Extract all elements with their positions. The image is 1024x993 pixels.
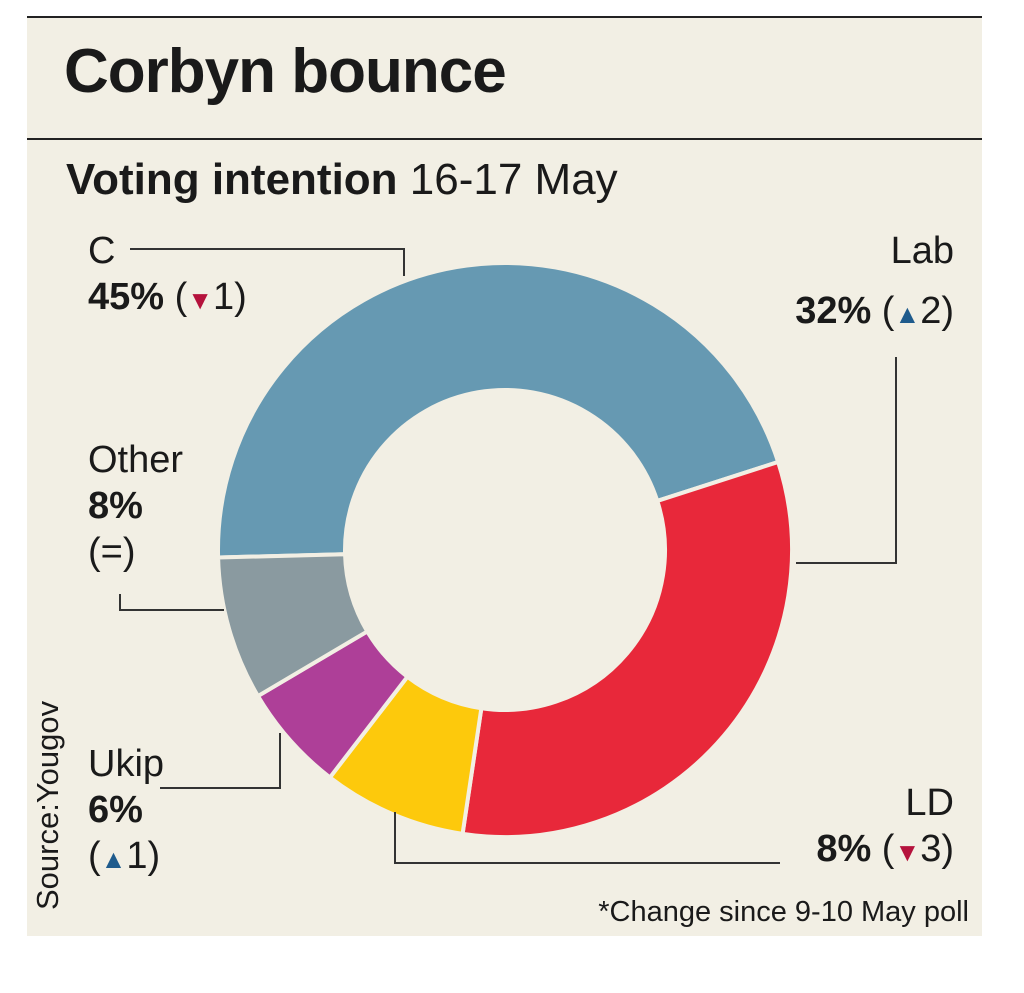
subtitle-dates: 16-17 May <box>409 155 618 204</box>
label-c: C 45% (▼1) <box>88 230 247 318</box>
subtitle-bold: Voting intention <box>66 155 398 204</box>
label-ld-change: 3 <box>920 828 942 870</box>
chart-title: Corbyn bounce <box>64 37 507 106</box>
label-ld-name: LD <box>905 782 954 824</box>
slice-other <box>216 552 371 699</box>
label-ld-pct: 8% <box>816 828 872 870</box>
label-lab-pct: 32% <box>795 290 872 332</box>
leader-line-c <box>130 248 405 276</box>
label-ukip-change: 1 <box>126 835 148 877</box>
up-triangle-icon: ▲ <box>100 844 127 874</box>
label-ukip-name: Ukip <box>88 743 165 785</box>
slice-c <box>216 260 781 560</box>
label-lab-change: 2 <box>920 290 942 332</box>
title-rule <box>27 138 982 140</box>
label-other-change: (=) <box>88 531 136 573</box>
leader-line-ukip <box>160 733 281 789</box>
chart-subtitle: Voting intention 16-17 May <box>66 155 618 204</box>
down-triangle-icon: ▼ <box>894 837 921 867</box>
leader-line-lab <box>796 357 897 564</box>
source-credit: Source:Yougov <box>30 700 65 910</box>
label-ld: LD 8% (▼3) <box>816 782 954 870</box>
label-c-pct: 45% <box>88 276 165 318</box>
label-other-name: Other <box>88 439 184 481</box>
top-rule <box>27 16 982 18</box>
leader-line-ld <box>394 812 780 864</box>
label-lab-name: Lab <box>890 230 954 272</box>
up-triangle-icon: ▲ <box>894 299 921 329</box>
down-triangle-icon: ▼ <box>187 285 214 315</box>
label-other: Other 8% (=) <box>88 437 183 575</box>
slice-lab <box>460 459 794 839</box>
leader-line-other <box>119 594 224 611</box>
label-c-name: C <box>88 230 116 272</box>
label-ukip-pct: 6% <box>88 789 143 831</box>
label-ukip: Ukip 6% (▲1) <box>88 743 165 877</box>
footnote: *Change since 9-10 May poll <box>598 896 969 928</box>
label-other-pct: 8% <box>88 485 143 527</box>
label-c-change: 1 <box>213 276 235 318</box>
label-lab: Lab 32% (▲2) <box>795 230 954 332</box>
